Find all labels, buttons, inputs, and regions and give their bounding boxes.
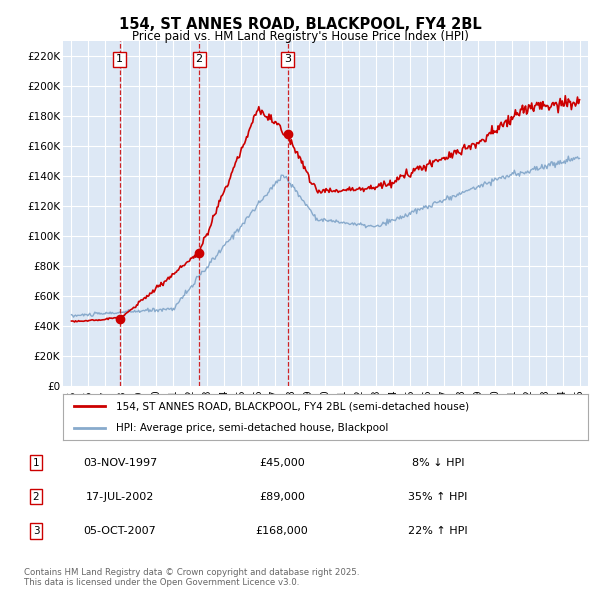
Text: 3: 3 (32, 526, 40, 536)
Text: 154, ST ANNES ROAD, BLACKPOOL, FY4 2BL (semi-detached house): 154, ST ANNES ROAD, BLACKPOOL, FY4 2BL (… (115, 401, 469, 411)
Text: £45,000: £45,000 (259, 458, 305, 467)
Text: 3: 3 (284, 54, 291, 64)
Text: 1: 1 (32, 458, 40, 467)
Text: £168,000: £168,000 (256, 526, 308, 536)
Text: HPI: Average price, semi-detached house, Blackpool: HPI: Average price, semi-detached house,… (115, 423, 388, 433)
Text: 05-OCT-2007: 05-OCT-2007 (83, 526, 157, 536)
Text: Price paid vs. HM Land Registry's House Price Index (HPI): Price paid vs. HM Land Registry's House … (131, 30, 469, 43)
Text: 154, ST ANNES ROAD, BLACKPOOL, FY4 2BL: 154, ST ANNES ROAD, BLACKPOOL, FY4 2BL (119, 17, 481, 32)
Text: 22% ↑ HPI: 22% ↑ HPI (408, 526, 468, 536)
Text: 2: 2 (32, 492, 40, 502)
Text: 8% ↓ HPI: 8% ↓ HPI (412, 458, 464, 467)
Text: 35% ↑ HPI: 35% ↑ HPI (409, 492, 467, 502)
Text: Contains HM Land Registry data © Crown copyright and database right 2025.
This d: Contains HM Land Registry data © Crown c… (24, 568, 359, 587)
Text: 2: 2 (196, 54, 203, 64)
Text: 1: 1 (116, 54, 123, 64)
Text: 17-JUL-2002: 17-JUL-2002 (86, 492, 154, 502)
Text: 03-NOV-1997: 03-NOV-1997 (83, 458, 157, 467)
Text: £89,000: £89,000 (259, 492, 305, 502)
